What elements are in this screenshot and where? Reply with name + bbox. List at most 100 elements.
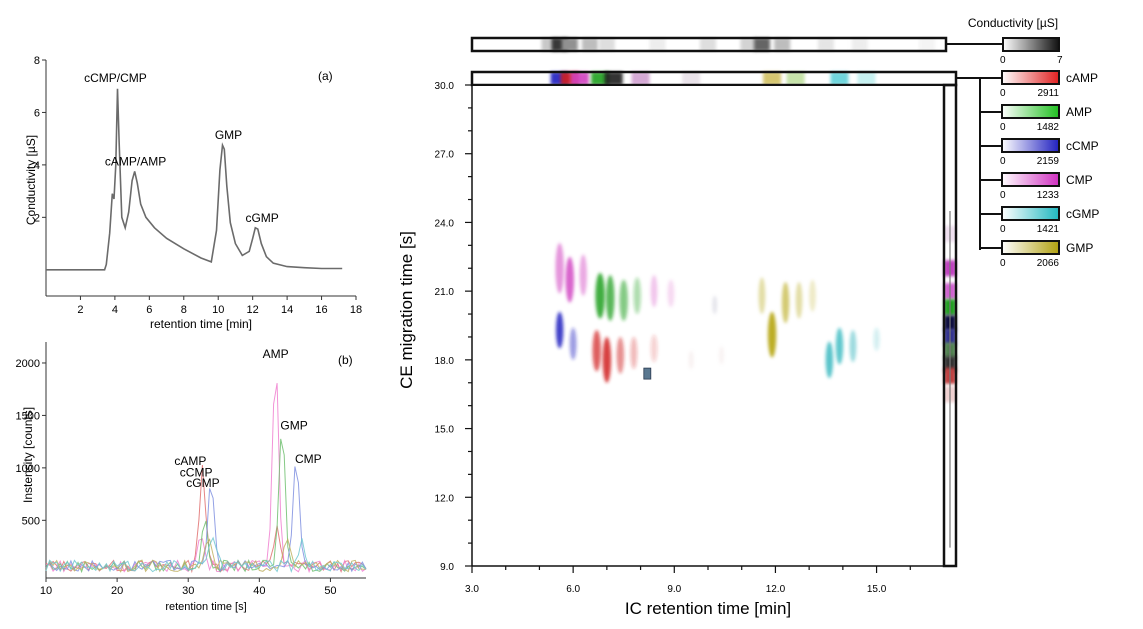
heatmap-spot [555,311,564,349]
panel-a-x-tick-label: 4 [112,304,118,316]
panel-b-x-tick-label: 20 [111,585,123,597]
heatmap-spot [565,256,574,303]
legend-min: 0 [1000,156,1006,167]
legend-label: cCMP [1066,139,1099,153]
heatmap-y-tick-label: 21.0 [435,287,455,298]
heatmap-spot [555,243,564,294]
heatmap-xlabel: IC retention time [min] [625,599,791,618]
conductivity-strip-band [582,38,598,51]
panel-b-y-tick-label: 1500 [16,410,40,422]
panel-b: 10 20 30 40 50 500 1000 1500 2000 AMP GMP CMP cAMP… [16,342,367,613]
legend-colorbar-AMP [1001,104,1060,119]
legend-label: AMP [1066,105,1092,119]
heatmap-y-tick-label: 12.0 [435,493,455,504]
panel-a-peak-label: cGMP [245,211,278,225]
panel-b-x-tick-label: 10 [40,585,52,597]
panel-b-y-tick-label: 1000 [16,463,40,475]
legend-min: 0 [1000,224,1006,235]
heatmap-y-tick-label: 18.0 [435,356,455,367]
heatmap-x-tick-label: 15.0 [867,584,887,595]
heatmap-spot [849,330,857,363]
ms-strip-band [763,72,782,85]
heatmap-spot [595,272,605,319]
legend-min: 0 [1000,190,1006,201]
panel-a-y-tick-label: 4 [34,160,40,172]
legend-max: 2911 [1037,88,1059,99]
panel-a-x-tick-label: 10 [212,304,224,316]
heatmap-spot [781,281,790,324]
panel-a-y-tick-label: 2 [34,212,40,224]
conductivity-strip-band [851,38,868,51]
panel-a-x-tick-label: 8 [181,304,187,316]
legend-min: 0 [1000,122,1006,133]
ms-strip-band [604,72,623,85]
heatmap-spot [712,295,718,315]
panel-b-xlabel: retention time [s] [165,601,246,613]
panel-c: 3.0 6.0 9.0 12.0 15.0 9.0 12.0 15.0 18.0 21.0 24.… [397,36,1002,618]
heatmap-spot [619,279,628,321]
panel-b-y-tick-label: 500 [22,515,40,527]
legend-conductivity-min: 0 [1000,55,1006,66]
panel-b-x-tick-label: 40 [253,585,265,597]
legend-max: 1482 [1037,122,1060,133]
panel-b-peak-label: cGMP [186,476,219,490]
legend-colorbar-cCMP [1001,138,1060,153]
heatmap-y-tick-label: 24.0 [435,218,455,229]
right-strip-frame [942,83,958,568]
heatmap-spot [602,336,612,383]
heatmap-spot [873,327,880,351]
ms-strip-band [570,72,589,85]
conductivity-strip-band [753,38,770,51]
legend-colorbar-GMP [1001,240,1060,255]
panel-a-x-tick-label: 14 [281,304,293,316]
heatmap-spot [718,346,725,365]
ms-strip-band [786,72,805,85]
panel-b-peak-label: cCMP [180,465,213,479]
panel-a-x-ticks: 2 4 6 8 10 12 14 16 18 [77,296,362,316]
heatmap-x-tick-label: 9.0 [667,584,681,595]
panel-a-label: (a) [318,69,333,83]
panel-a-x-tick-label: 12 [247,304,259,316]
heatmap-spot [606,275,615,321]
ms-strip-frame [470,70,958,87]
panel-a-annotations: cCMP/CMP cAMP/AMP GMP cGMP [84,71,279,225]
panel-a-y-ticks: 2 4 6 8 [34,55,46,224]
conductivity-strip [541,38,936,51]
panel-a-y-tick-label: 6 [34,107,40,119]
panel-b-traces [45,383,367,574]
panel-b-peak-label: AMP [263,347,289,361]
conductivity-strip-band [818,38,834,51]
heatmap-spot [650,334,658,363]
panel-a-x-tick-label: 2 [77,304,83,316]
right-ms-strip [944,210,956,548]
panel-a-peak-label: cCMP/CMP [84,71,147,85]
heatmap-y-tick-label: 9.0 [440,562,454,573]
panel-b-x-tick-label: 50 [324,585,336,597]
heatmap-spot [569,327,577,360]
legend-items: cAMP 0 2911 AMP 0 1482 cCMP 0 2159 CMP 0 1233 cGMP 0 1… [980,70,1099,269]
ms-strip-band [830,72,849,85]
heatmap-y-tick-label: 30.0 [435,81,455,92]
panel-a-peak-label: cAMP/AMP [105,154,166,168]
heatmap-spot [579,254,587,296]
panel-b-trace [45,383,367,574]
legend-min: 0 [1000,258,1006,269]
legend-label: CMP [1066,173,1093,187]
heatmap-spot [667,279,675,308]
heatmap-spot [616,336,625,374]
panel-b-x-ticks: 10 20 30 40 50 [40,578,337,597]
heatmap-spot [795,281,803,319]
heatmap-ylabel: CE migration time [s] [397,231,416,389]
heatmap-x-ticks: 3.0 6.0 9.0 12.0 15.0 [465,566,911,595]
legend-conductivity-title: Conductivity [µS] [968,16,1058,30]
legend-conductivity-bar [1002,37,1060,52]
panel-b-trace [45,464,367,574]
conductivity-strip-band [561,38,578,51]
selection-marker[interactable] [643,367,652,380]
panel-a-xlabel: retention time [min] [150,317,252,331]
panel-b-peak-label: GMP [280,418,307,432]
legend-conductivity-max: 7 [1057,55,1063,66]
